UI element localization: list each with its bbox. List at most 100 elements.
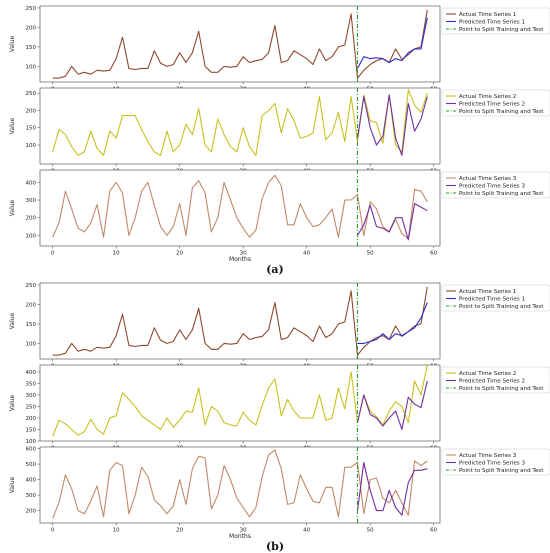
y-tick-label: 100 [26, 341, 37, 347]
chart-panel-b-1: 1001502002500102030405060ValueActual Tim… [9, 282, 550, 370]
y-tick-label: 400 [26, 478, 37, 484]
y-tick-label: 150 [26, 45, 37, 51]
legend-entry: Predicted Time Series 2 [459, 102, 525, 108]
y-tick-label: 150 [26, 322, 37, 328]
x-tick-label: 0 [51, 528, 55, 534]
x-tick-label: 50 [367, 251, 374, 257]
y-tick-label: 300 [26, 493, 37, 499]
series-line-predicted [356, 461, 428, 516]
y-tick-label: 250 [26, 283, 37, 289]
x-tick-label: 60 [430, 528, 437, 534]
y-tick-label: 300 [26, 393, 37, 399]
x-axis-label: Months [229, 533, 251, 540]
series-line-actual [52, 449, 428, 519]
y-axis-label: Value [9, 117, 16, 134]
y-tick-label: 200 [26, 108, 37, 114]
plot-area [39, 364, 441, 442]
legend-entry: Predicted Time Series 2 [459, 379, 525, 385]
legend: Actual Time Series 3 Predicted Time Serie… [441, 448, 550, 476]
y-tick-label: 350 [26, 381, 37, 387]
legend: Actual Time Series 1 Predicted Time Serie… [441, 284, 550, 312]
plot-area [39, 446, 441, 524]
y-tick-label: 100 [26, 64, 37, 70]
legend-entry: Point to Split Training and Test [459, 27, 544, 33]
legend-entry: Point to Split Training and Test [459, 191, 544, 197]
y-tick-label: 100 [26, 143, 37, 149]
y-tick-label: 250 [26, 404, 37, 410]
x-tick-label: 30 [240, 251, 247, 257]
legend-entry: Actual Time Series 1 [459, 12, 517, 18]
legend-entry: Actual Time Series 2 [459, 94, 516, 100]
y-tick-label: 400 [26, 370, 37, 376]
x-tick-label: 50 [367, 528, 374, 534]
y-tick-label: 200 [26, 416, 37, 422]
x-tick-label: 10 [113, 528, 120, 534]
chart-panel-a-3: 100 200 300 400 0 10 20 30 40 50 60 Value Months Actu… [9, 169, 550, 263]
y-tick-label: 100 [26, 439, 37, 445]
legend: Actual Time Series 2 Predicted Time Serie… [441, 89, 550, 117]
x-tick-label: 30 [240, 528, 247, 534]
y-tick-label: 600 [26, 447, 37, 453]
legend: Actual Time Series 1 Predicted Time Serie… [441, 7, 550, 35]
chart-panel-b-3: 200 300 400 500 600 0 10 20 30 40 50 60 Value Months A… [9, 447, 550, 540]
y-axis-label: Value [9, 199, 16, 216]
y-tick-label: 150 [26, 427, 37, 433]
legend: Actual Time Series 3 Predicted Time Serie… [441, 171, 550, 199]
chart-panels: 1001502002500102030405060ValueActual Tim… [9, 5, 550, 540]
series-line-predicted [356, 380, 428, 431]
y-tick-label: 150 [26, 126, 37, 132]
legend-entry: Predicted Time Series 3 [459, 461, 525, 467]
y-tick-label: 400 [26, 180, 37, 186]
series-line-actual [52, 174, 428, 240]
legend-entry: Actual Time Series 2 [459, 371, 516, 377]
legend-entry: Predicted Time Series 1 [459, 20, 525, 26]
y-tick-label: 250 [26, 6, 37, 12]
series-line-actual [52, 286, 428, 356]
x-tick-label: 10 [113, 251, 120, 257]
legend-entry: Actual Time Series 1 [459, 289, 517, 295]
series-line-predicted [357, 203, 428, 241]
y-axis-label: Value [9, 394, 16, 411]
series-line-predicted [357, 302, 428, 344]
plot-area [39, 87, 441, 165]
y-axis-label: Value [9, 35, 16, 52]
y-tick-label: 200 [26, 216, 37, 222]
y-tick-label: 250 [26, 91, 37, 97]
y-tick-label: 500 [26, 462, 37, 468]
x-tick-label: 40 [303, 528, 310, 534]
y-axis-label: Value [9, 312, 16, 329]
y-tick-label: 200 [26, 509, 37, 515]
x-tick-label: 20 [176, 251, 183, 257]
y-tick-label: 200 [26, 25, 37, 31]
y-tick-label: 100 [26, 233, 37, 239]
legend-entry: Point to Split Training and Test [459, 386, 544, 392]
legend-entry: Predicted Time Series 3 [459, 184, 525, 190]
chart-panel-b-2: 1001502002503003504000102030405060ValueA… [9, 364, 550, 452]
plot-area [39, 282, 441, 360]
caption-a: (a) [266, 263, 284, 276]
plot-area [39, 169, 441, 247]
series-line-predicted [356, 94, 428, 156]
x-axis-label: Months [229, 256, 251, 263]
x-tick-label: 0 [51, 251, 55, 257]
chart-panel-a-1: 1001502002500102030405060ValueActual Tim… [9, 5, 550, 93]
x-tick-label: 40 [303, 251, 310, 257]
legend-entry: Predicted Time Series 1 [459, 297, 525, 303]
x-tick-label: 60 [430, 251, 437, 257]
legend-entry: Point to Split Training and Test [459, 304, 544, 310]
legend-entry: Actual Time Series 3 [459, 453, 517, 459]
legend-entry: Actual Time Series 3 [459, 176, 517, 182]
legend-entry: Point to Split Training and Test [459, 468, 544, 474]
chart-panel-a-2: 1001502002500102030405060ValueActual Tim… [9, 87, 550, 175]
plot-area [39, 5, 441, 83]
series-line-predicted [357, 17, 428, 69]
caption-b: (b) [266, 540, 284, 553]
legend-entry: Point to Split Training and Test [459, 109, 544, 115]
x-tick-label: 20 [176, 528, 183, 534]
legend: Actual Time Series 2 Predicted Time Serie… [441, 366, 550, 394]
series-line-actual [52, 9, 428, 79]
y-tick-label: 200 [26, 302, 37, 308]
y-axis-label: Value [9, 476, 16, 493]
y-tick-label: 300 [26, 198, 37, 204]
